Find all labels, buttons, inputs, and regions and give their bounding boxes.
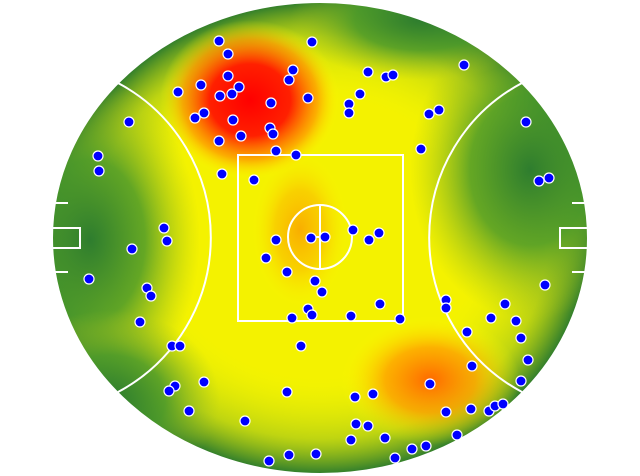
- point: [461, 326, 473, 338]
- point: [458, 59, 470, 71]
- point: [350, 418, 362, 430]
- point: [389, 452, 401, 464]
- point: [440, 406, 452, 418]
- point: [510, 315, 522, 327]
- point: [465, 403, 477, 415]
- point: [387, 69, 399, 81]
- point: [189, 112, 201, 124]
- point: [198, 376, 210, 388]
- point: [394, 313, 406, 325]
- point: [367, 388, 379, 400]
- point: [485, 312, 497, 324]
- point: [222, 48, 234, 60]
- point: [345, 310, 357, 322]
- point: [347, 224, 359, 236]
- field-lines: [51, 1, 589, 475]
- point: [267, 128, 279, 140]
- point: [195, 79, 207, 91]
- point: [183, 405, 195, 417]
- point: [265, 97, 277, 109]
- point: [310, 448, 322, 460]
- point: [263, 455, 275, 467]
- point: [466, 360, 478, 372]
- point: [158, 222, 170, 234]
- point: [214, 90, 226, 102]
- point: [123, 116, 135, 128]
- point: [539, 279, 551, 291]
- point: [213, 135, 225, 147]
- point: [260, 252, 272, 264]
- point: [281, 266, 293, 278]
- point: [126, 243, 138, 255]
- point: [451, 429, 463, 441]
- point: [424, 378, 436, 390]
- point: [362, 66, 374, 78]
- point: [226, 88, 238, 100]
- point: [373, 227, 385, 239]
- point: [248, 174, 260, 186]
- point: [415, 143, 427, 155]
- point: [295, 340, 307, 352]
- point: [83, 273, 95, 285]
- point: [343, 107, 355, 119]
- point: [406, 443, 418, 455]
- point: [515, 332, 527, 344]
- point: [345, 434, 357, 446]
- point: [522, 354, 534, 366]
- point: [283, 74, 295, 86]
- point: [270, 145, 282, 157]
- point: [239, 415, 251, 427]
- point: [305, 232, 317, 244]
- point: [497, 398, 509, 410]
- point: [92, 150, 104, 162]
- point: [515, 375, 527, 387]
- point: [222, 70, 234, 82]
- point: [93, 165, 105, 177]
- point: [145, 290, 157, 302]
- point: [499, 298, 511, 310]
- point: [316, 286, 328, 298]
- point: [420, 440, 432, 452]
- point: [163, 385, 175, 397]
- point: [283, 449, 295, 461]
- point: [290, 149, 302, 161]
- point: [543, 172, 555, 184]
- point: [433, 104, 445, 116]
- point: [233, 81, 245, 93]
- point: [363, 234, 375, 246]
- point: [379, 432, 391, 444]
- point: [227, 114, 239, 126]
- point: [423, 108, 435, 120]
- point: [319, 231, 331, 243]
- point: [533, 175, 545, 187]
- point: [306, 36, 318, 48]
- point: [281, 386, 293, 398]
- point: [440, 302, 452, 314]
- point: [213, 35, 225, 47]
- point: [302, 92, 314, 104]
- point: [349, 391, 361, 403]
- point: [287, 64, 299, 76]
- point: [174, 340, 186, 352]
- point: [306, 309, 318, 321]
- point: [309, 275, 321, 287]
- point: [362, 420, 374, 432]
- point: [520, 116, 532, 128]
- point: [286, 312, 298, 324]
- point: [161, 235, 173, 247]
- point: [172, 86, 184, 98]
- point: [374, 298, 386, 310]
- point: [134, 316, 146, 328]
- point: [216, 168, 228, 180]
- point: [198, 107, 210, 119]
- point: [270, 234, 282, 246]
- point: [235, 130, 247, 142]
- point: [354, 88, 366, 100]
